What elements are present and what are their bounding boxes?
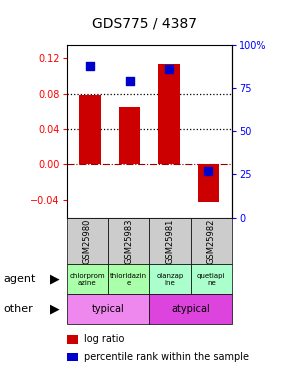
- Text: GSM25980: GSM25980: [83, 218, 92, 264]
- Text: ▶: ▶: [50, 273, 59, 286]
- Bar: [158, 64, 180, 164]
- Bar: [149, 294, 232, 324]
- Text: quetiapi
ne: quetiapi ne: [197, 273, 226, 286]
- Text: GSM25982: GSM25982: [207, 218, 216, 264]
- Bar: [149, 217, 191, 264]
- Bar: [67, 294, 149, 324]
- Text: GDS775 / 4387: GDS775 / 4387: [93, 17, 197, 31]
- Point: [88, 63, 93, 69]
- Text: log ratio: log ratio: [84, 334, 124, 344]
- Bar: [149, 264, 191, 294]
- Text: other: other: [3, 304, 33, 314]
- Text: ▶: ▶: [50, 303, 59, 316]
- Point: [206, 168, 211, 174]
- Text: thioridazin
e: thioridazin e: [110, 273, 147, 286]
- Bar: [67, 264, 108, 294]
- Text: olanzap
ine: olanzap ine: [156, 273, 184, 286]
- Bar: [108, 264, 149, 294]
- Text: percentile rank within the sample: percentile rank within the sample: [84, 352, 249, 362]
- Bar: [197, 164, 219, 202]
- Text: agent: agent: [3, 274, 35, 284]
- Text: typical: typical: [92, 304, 124, 314]
- Text: atypical: atypical: [171, 304, 210, 314]
- Bar: [119, 107, 140, 164]
- Point: [127, 78, 132, 84]
- Bar: [67, 217, 108, 264]
- Text: GSM25983: GSM25983: [124, 218, 133, 264]
- Bar: [191, 217, 232, 264]
- Text: GSM25981: GSM25981: [166, 218, 175, 264]
- Bar: [79, 94, 101, 164]
- Point: [167, 66, 171, 72]
- Text: chlorprom
azine: chlorprom azine: [70, 273, 105, 286]
- Bar: [108, 217, 149, 264]
- Bar: [191, 264, 232, 294]
